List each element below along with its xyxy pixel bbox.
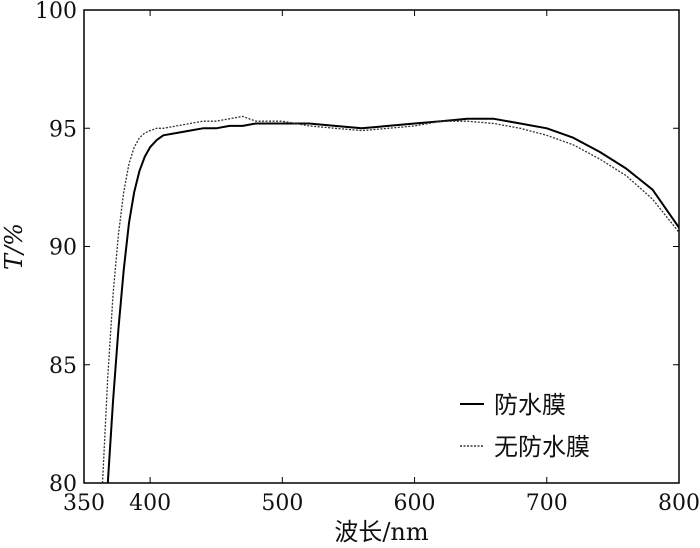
y-tick-label: 100 bbox=[35, 0, 77, 24]
y-tick-label: 90 bbox=[49, 236, 77, 261]
x-tick-label: 500 bbox=[261, 491, 303, 516]
x-tick-label: 700 bbox=[526, 491, 568, 516]
y-tick-label: 80 bbox=[49, 472, 77, 497]
tick-layer: 350 400 500 600 700 800 80 85 90 95 100 bbox=[35, 0, 700, 516]
y-axis-title: T/% bbox=[0, 223, 28, 270]
x-tick-label: 600 bbox=[394, 491, 436, 516]
series-line-2 bbox=[101, 115, 679, 483]
x-axis-title: 波长/nm bbox=[334, 518, 429, 546]
y-tick-label: 85 bbox=[49, 354, 77, 379]
series-line-1 bbox=[106, 117, 679, 483]
legend-label-2: 无防水膜 bbox=[494, 433, 590, 461]
series-layer bbox=[101, 115, 679, 483]
legend-label-1: 防水膜 bbox=[494, 391, 566, 419]
x-tick-label: 400 bbox=[129, 491, 171, 516]
y-tick-label: 95 bbox=[49, 117, 77, 142]
x-tick-label: 350 bbox=[63, 491, 105, 516]
x-tick-label: 800 bbox=[658, 491, 700, 516]
